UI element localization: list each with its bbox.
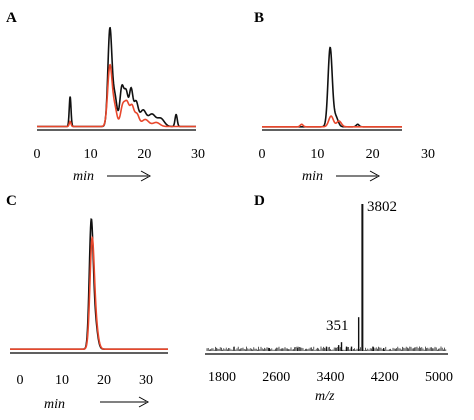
panel-c-black-trace [10, 218, 168, 350]
panel-c-arrow [100, 396, 150, 408]
panel-b-arrow [336, 170, 381, 182]
panel-d-x-ticks: 1800 2600 3400 4200 5000 [208, 370, 453, 385]
panel-c-x-ticks: 0 10 20 30 [17, 373, 154, 388]
panel-a-tick-30: 30 [191, 147, 205, 162]
panel-d-tick-2600: 2600 [262, 370, 290, 385]
panel-d-peak-label-3802: 3802 [367, 199, 397, 215]
panel-a-x-ticks: 0 10 20 30 [34, 147, 206, 162]
panel-a-tick-20: 20 [137, 147, 151, 162]
panel-b-tick-30: 30 [421, 147, 435, 162]
panel-d-peaks [268, 204, 385, 351]
panel-a: A 0 10 20 30 min [6, 10, 205, 184]
panel-b-letter: B [254, 10, 264, 26]
panel-b-tick-0: 0 [259, 147, 266, 162]
panel-c-tick-30: 30 [139, 373, 153, 388]
panel-d-letter: D [254, 193, 265, 209]
panel-b-xlabel: min [302, 169, 323, 184]
panel-a-arrow [107, 170, 152, 182]
panel-d-tick-5000: 5000 [425, 370, 453, 385]
panel-d-noise [206, 346, 447, 351]
panel-b-tick-20: 20 [366, 147, 380, 162]
panel-c: C 0 10 20 30 min [6, 193, 168, 412]
panel-b: B 0 10 20 30 min [254, 10, 435, 184]
panel-c-tick-10: 10 [55, 373, 69, 388]
panel-b-x-ticks: 0 10 20 30 [259, 147, 436, 162]
panel-d-xlabel: m/z [315, 389, 335, 404]
panel-a-xlabel: min [73, 169, 94, 184]
panel-b-black-trace [262, 46, 402, 128]
panel-b-tick-10: 10 [310, 147, 324, 162]
panel-a-tick-0: 0 [34, 147, 41, 162]
panel-c-tick-20: 20 [97, 373, 111, 388]
panel-d-baseline-noise [206, 346, 447, 351]
panel-a-tick-10: 10 [84, 147, 98, 162]
panel-c-tick-0: 0 [17, 373, 24, 388]
panel-d-tick-3400: 3400 [317, 370, 345, 385]
panel-c-red-trace [10, 235, 168, 350]
panel-d-tick-4200: 4200 [371, 370, 399, 385]
panel-a-letter: A [6, 10, 17, 26]
panel-c-letter: C [6, 193, 17, 209]
panel-c-xlabel: min [44, 397, 65, 412]
panel-a-red-trace [37, 63, 196, 128]
panel-d-tick-1800: 1800 [208, 370, 236, 385]
panel-b-red-trace [262, 115, 402, 128]
panel-d: D 1800 2600 3400 4200 5000 3802 351 m/z [205, 193, 453, 404]
panel-d-peak-label-351: 351 [326, 318, 349, 334]
